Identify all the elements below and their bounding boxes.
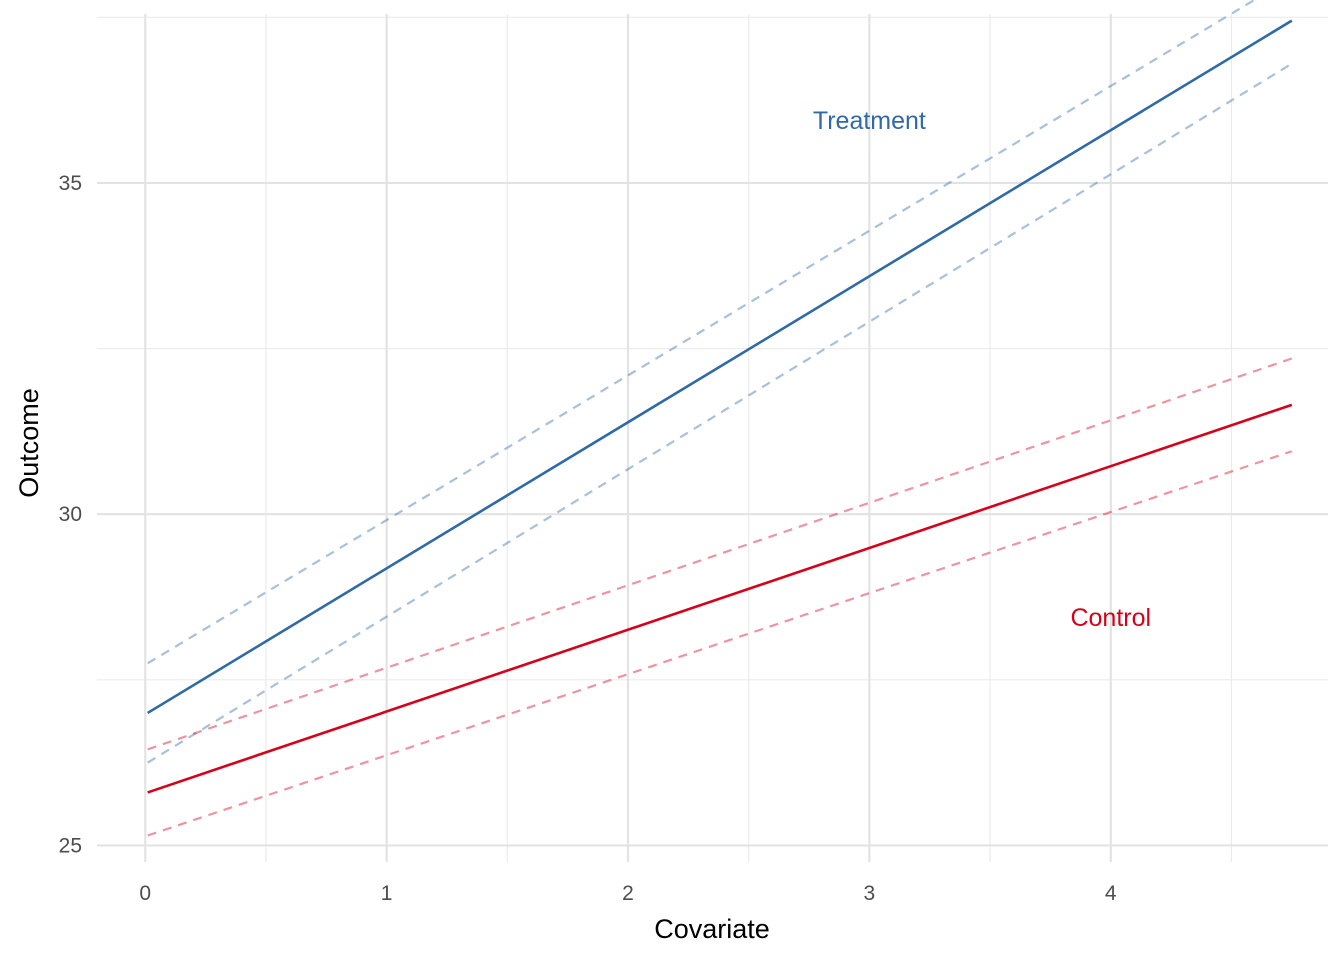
grid-major: [97, 14, 1328, 862]
y-tick-label-2: 35: [59, 172, 82, 195]
y-tick-label-0: 25: [59, 834, 82, 857]
grid-minor: [97, 14, 1328, 862]
treatment-lower-bound: [147, 62, 1293, 764]
y-tick-label-1: 30: [59, 503, 82, 526]
tick-labels: 0 1 2 3 4 25 30 35: [59, 172, 1117, 905]
series-labels: Treatment Control: [813, 107, 1151, 632]
treatment-upper-bound: [147, 0, 1257, 665]
series-layer: [147, 0, 1293, 837]
x-tick-label-2: 2: [622, 882, 634, 905]
control-fit-line: [147, 403, 1293, 794]
treatment-fit-line: [147, 19, 1293, 715]
control-lower-bound: [147, 450, 1293, 837]
control-label: Control: [1070, 604, 1151, 632]
control-upper-bound: [147, 357, 1293, 751]
x-axis-title: Covariate: [654, 914, 770, 944]
treatment-label: Treatment: [813, 107, 926, 135]
x-tick-label-3: 3: [864, 882, 876, 905]
x-tick-label-0: 0: [139, 882, 151, 905]
x-tick-label-1: 1: [381, 882, 393, 905]
x-tick-label-4: 4: [1105, 882, 1117, 905]
y-axis-title: Outcome: [14, 388, 44, 498]
